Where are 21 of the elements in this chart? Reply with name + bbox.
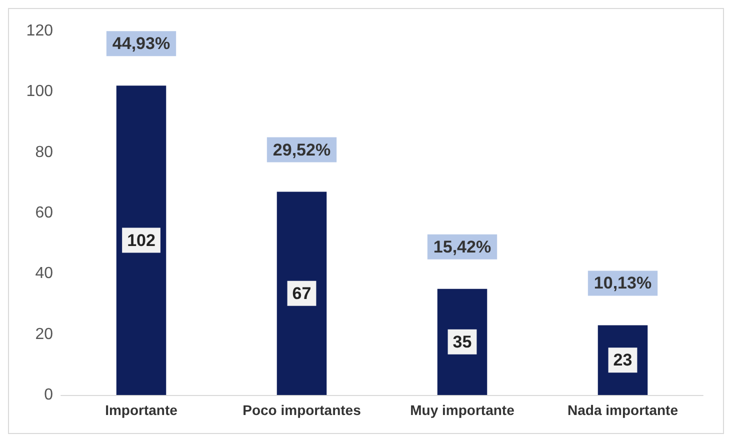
x-tick-label: Muy importante (410, 402, 515, 418)
x-tick-label: Nada importante (568, 402, 678, 418)
y-tick-label: 60 (35, 204, 54, 222)
annotation: 10,13% (594, 274, 652, 293)
bar (116, 86, 166, 395)
data-label: 102 (127, 230, 156, 250)
x-tick-label: Poco importantes (242, 402, 362, 418)
y-tick-label: 0 (44, 386, 54, 404)
y-tick-label: 40 (35, 265, 54, 282)
annotation: 15,42% (433, 237, 492, 256)
data-label: 35 (452, 332, 472, 352)
y-tick-label: 120 (26, 22, 54, 40)
bar (276, 192, 327, 395)
data-label: 67 (292, 284, 312, 303)
data-label: 23 (613, 350, 632, 370)
x-tick-label: Importante (105, 402, 178, 418)
y-tick-label: 80 (35, 144, 54, 161)
annotation: 29,52% (272, 140, 331, 160)
y-tick-label: 100 (26, 83, 54, 100)
annotation: 44,93% (112, 34, 170, 54)
y-tick-label: 20 (35, 326, 54, 343)
